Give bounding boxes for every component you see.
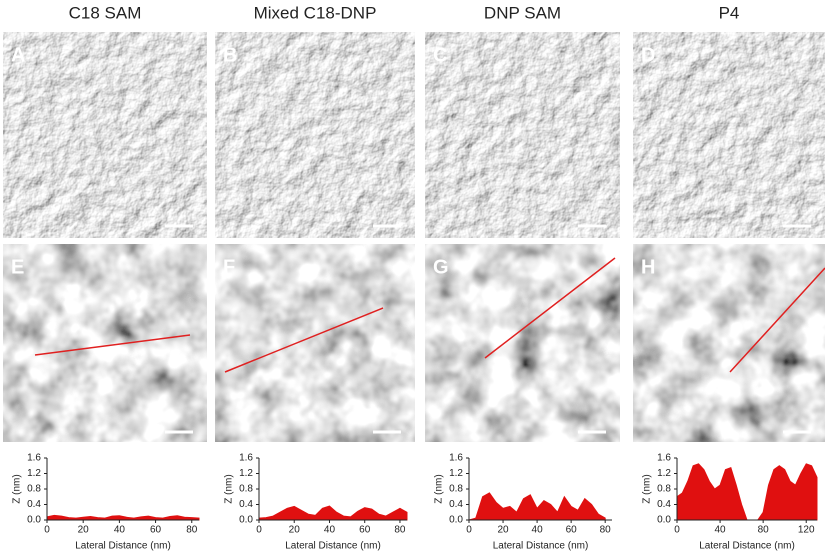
panel-label: B (223, 44, 237, 66)
column-title: P4 (719, 3, 740, 22)
y-axis-label: Z (nm) (434, 474, 445, 503)
y-tick-label: 1.2 (449, 468, 463, 479)
panel-label: A (11, 44, 25, 66)
x-axis-label: Lateral Distance (nm) (493, 541, 589, 552)
y-tick-label: 0.0 (449, 515, 463, 526)
panel-label: D (641, 44, 655, 66)
y-tick-label: 0.0 (239, 515, 253, 526)
panel-label: C (433, 44, 447, 66)
profile-area (677, 464, 817, 520)
x-axis-label: Lateral Distance (nm) (285, 541, 381, 552)
y-tick-label: 1.6 (657, 453, 671, 464)
panel-label: E (11, 256, 24, 278)
afm-image (633, 32, 825, 238)
x-tick-label: 60 (359, 525, 371, 536)
axes (47, 458, 199, 520)
x-tick-label: 0 (674, 525, 680, 536)
afm-image (633, 244, 825, 442)
x-tick-label: 40 (715, 525, 727, 536)
panel-label: G (433, 256, 449, 278)
profile-area (259, 506, 407, 520)
afm-image (215, 32, 415, 238)
afm-image (215, 244, 415, 442)
afm-image (425, 32, 620, 238)
x-tick-label: 60 (150, 525, 162, 536)
y-tick-label: 0.8 (27, 484, 41, 495)
y-axis-label: Z (nm) (224, 474, 235, 503)
x-tick-label: 80 (186, 525, 198, 536)
column-title: DNP SAM (484, 3, 561, 22)
y-tick-label: 1.2 (27, 468, 41, 479)
x-tick-label: 20 (497, 525, 509, 536)
x-axis-label: Lateral Distance (nm) (699, 541, 795, 552)
afm-image (425, 244, 620, 442)
y-tick-label: 0.8 (657, 484, 671, 495)
y-tick-label: 0.8 (449, 484, 463, 495)
y-axis-label: Z (nm) (642, 474, 653, 503)
x-axis-label: Lateral Distance (nm) (75, 541, 171, 552)
x-tick-label: 80 (600, 525, 612, 536)
x-tick-label: 80 (758, 525, 770, 536)
column-title: Mixed C18-DNP (254, 3, 377, 22)
x-tick-label: 0 (256, 525, 262, 536)
x-tick-label: 40 (532, 525, 544, 536)
x-tick-label: 120 (798, 525, 815, 536)
y-tick-label: 1.2 (239, 468, 253, 479)
y-tick-label: 0.4 (27, 499, 41, 510)
y-tick-label: 1.6 (449, 453, 463, 464)
x-tick-label: 40 (324, 525, 336, 536)
x-tick-label: 0 (44, 525, 50, 536)
x-tick-label: 60 (566, 525, 578, 536)
profile-area (47, 515, 199, 520)
y-tick-label: 1.6 (27, 453, 41, 464)
afm-image (3, 32, 207, 238)
x-tick-label: 80 (394, 525, 406, 536)
panel-label: H (641, 256, 655, 278)
y-axis-label: Z (nm) (12, 474, 23, 503)
x-tick-label: 20 (289, 525, 301, 536)
y-tick-label: 0.4 (657, 499, 671, 510)
y-tick-label: 1.2 (657, 468, 671, 479)
panel-label: F (223, 256, 235, 278)
x-tick-label: 0 (466, 525, 472, 536)
y-tick-label: 0.4 (449, 499, 463, 510)
y-tick-label: 1.6 (239, 453, 253, 464)
profile-area (469, 493, 605, 520)
y-tick-label: 0.0 (27, 515, 41, 526)
x-tick-label: 40 (114, 525, 126, 536)
column-title: C18 SAM (69, 3, 142, 22)
y-tick-label: 0.8 (239, 484, 253, 495)
y-tick-label: 0.4 (239, 499, 253, 510)
afm-image (3, 244, 207, 442)
x-tick-label: 20 (78, 525, 90, 536)
figure: C18 SAM A E Mixed C18-DNP B F DNP SAM C G P4 D H 0.0… (0, 0, 825, 552)
y-tick-label: 0.0 (657, 515, 671, 526)
